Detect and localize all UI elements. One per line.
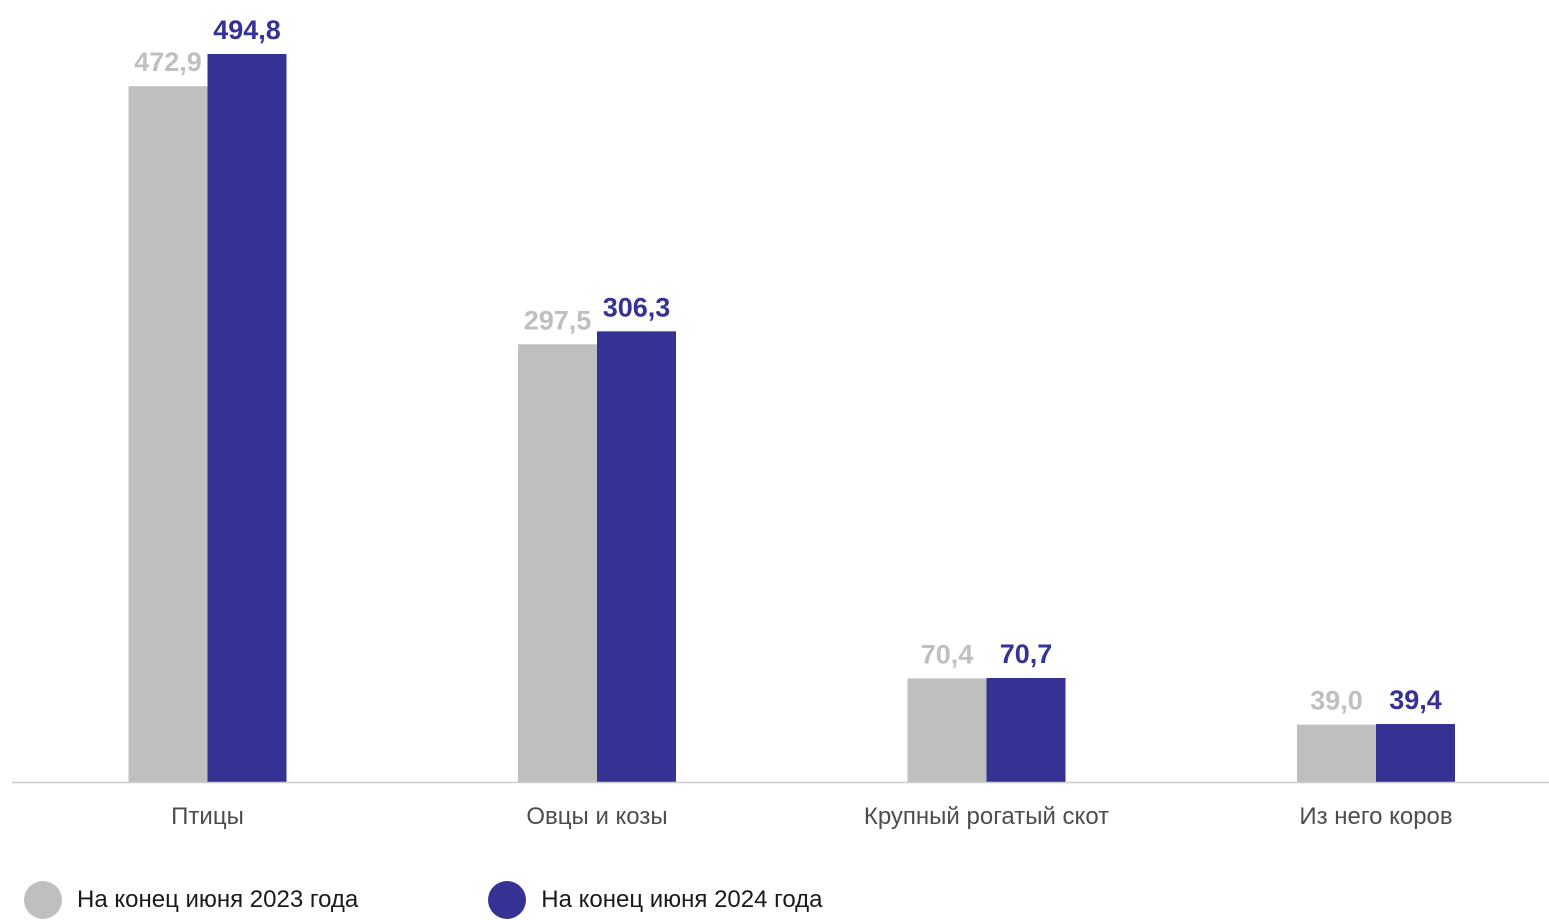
data-label-2023-2: 70,4 — [921, 639, 974, 669]
bar-2023-2 — [907, 678, 987, 782]
data-label-2024-1: 306,3 — [603, 292, 671, 322]
legend-item-2023: На конец июня 2023 года — [24, 881, 358, 919]
bar-2024-1 — [597, 331, 676, 782]
category-label-3: Из него коров — [1299, 803, 1452, 830]
bar-2024-3 — [1376, 724, 1455, 782]
legend-swatch-2024 — [488, 881, 527, 919]
bar-2023-1 — [518, 344, 597, 782]
legend-item-2024: На конец июня 2024 года — [488, 881, 823, 919]
legend-label-2023: На конец июня 2023 года — [77, 886, 359, 913]
data-label-2023-1: 297,5 — [524, 305, 592, 335]
data-label-2023-3: 39,0 — [1310, 686, 1363, 716]
chart-legend: На конец июня 2023 года На конец июня 20… — [24, 880, 953, 920]
data-label-2023-0: 472,9 — [134, 47, 202, 77]
category-label-1: Овцы и козы — [526, 803, 667, 830]
category-label-0: Птицы — [171, 803, 244, 830]
data-label-2024-3: 39,4 — [1389, 685, 1442, 715]
bar-2023-3 — [1297, 724, 1376, 782]
legend-label-2024: На конец июня 2024 года — [541, 886, 823, 913]
data-label-2024-2: 70,7 — [1000, 639, 1053, 669]
bar-2024-0 — [207, 54, 287, 782]
bar-2023-0 — [128, 86, 208, 783]
category-label-2: Крупный рогатый скот — [864, 803, 1109, 830]
legend-swatch-2023 — [24, 881, 62, 919]
bar-chart: 472,9 494,8 Птицы 297,5 306,3 Овцы и козы 70,4… — [12, 15, 1549, 830]
data-label-2024-0: 494,8 — [213, 15, 281, 45]
bar-2024-2 — [986, 677, 1066, 782]
